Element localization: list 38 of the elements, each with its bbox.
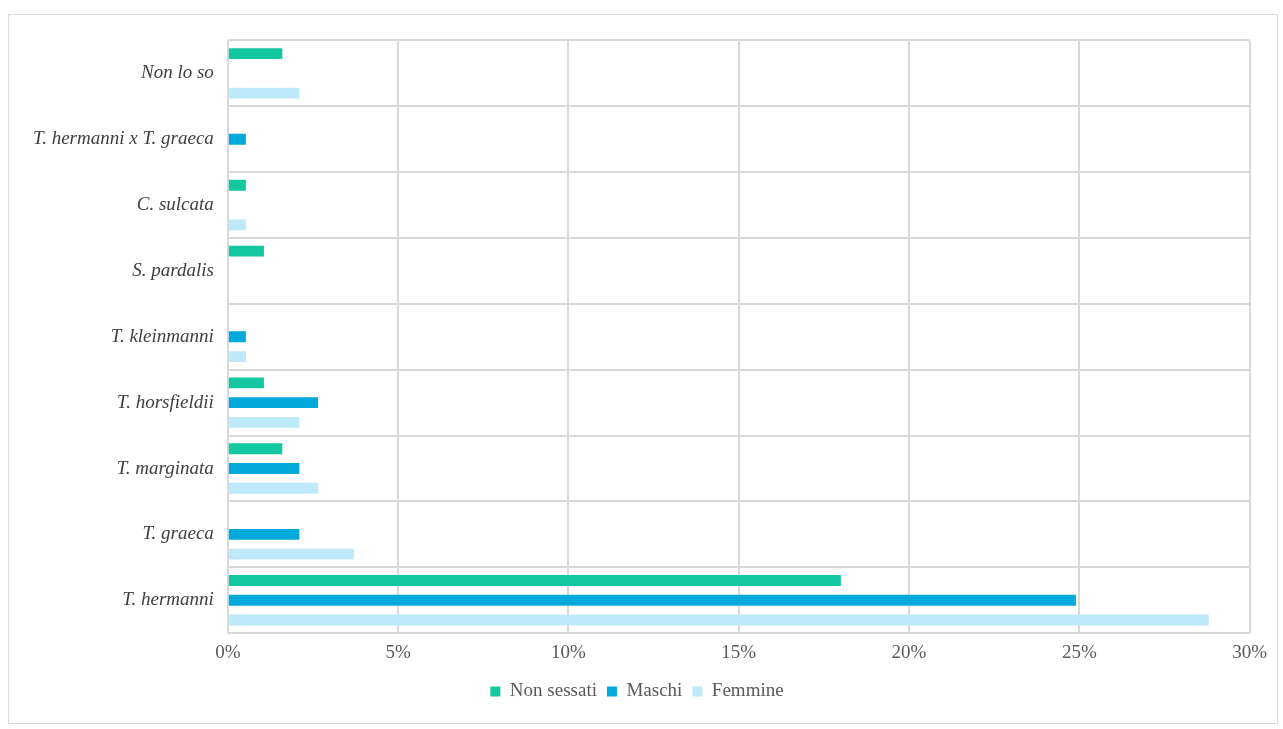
bar (228, 377, 264, 389)
x-tick-label: 25% (1061, 640, 1097, 662)
bar (228, 528, 300, 540)
bar (228, 397, 319, 409)
bar (228, 594, 1076, 606)
bar (228, 416, 300, 428)
y-tick-label: T. hermanni (122, 588, 214, 610)
x-tick-label: 0% (215, 640, 241, 662)
x-tick-label: 15% (721, 640, 757, 662)
legend-label: Femmine (711, 679, 784, 701)
y-tick-label: C. sulcata (136, 193, 214, 215)
legend-label: Non sessati (509, 679, 597, 701)
bar (228, 575, 841, 586)
y-tick-label: T. marginata (116, 456, 214, 478)
y-tick-label: T. kleinmanni (110, 324, 214, 346)
y-tick-label: S. pardalis (132, 258, 214, 280)
bar (228, 133, 246, 145)
bar (228, 351, 246, 362)
bar (228, 331, 246, 343)
x-tick-label: 5% (385, 640, 411, 662)
bar (228, 443, 283, 455)
y-tick-label: T. graeca (142, 522, 214, 544)
x-tick-label: 10% (551, 640, 586, 662)
bar (228, 219, 246, 231)
legend-label: Maschi (626, 679, 683, 701)
bar (228, 179, 246, 191)
y-tick-label: T. hermanni x T. graeca (32, 127, 214, 149)
bar (228, 245, 264, 257)
bar (228, 482, 319, 494)
x-tick-label: 20% (891, 640, 927, 662)
y-tick-label: Non lo so (139, 61, 214, 83)
bar (228, 614, 1209, 626)
bar (228, 87, 300, 99)
y-tick-label: T. horsfieldii (117, 390, 214, 412)
bar (228, 463, 300, 474)
bar (228, 48, 283, 60)
bar (228, 548, 354, 560)
x-tick-label: 30% (1232, 640, 1268, 662)
